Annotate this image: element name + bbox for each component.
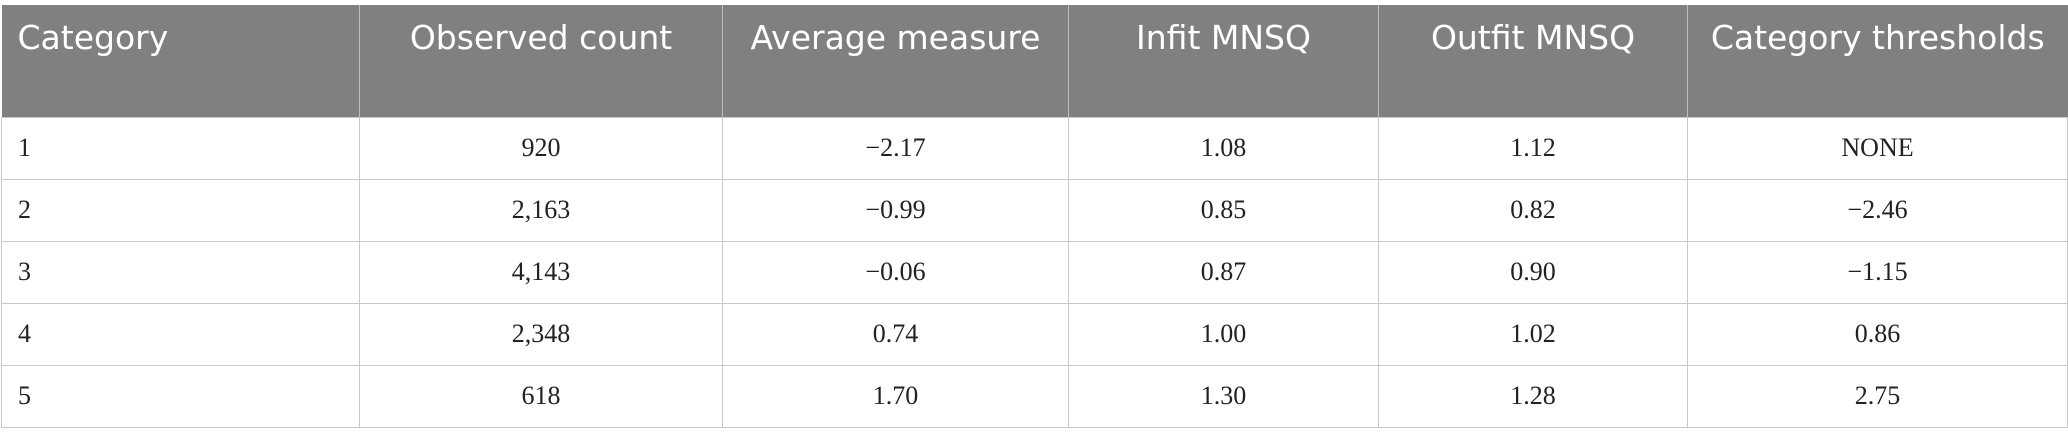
table-cell: 1.02 (1378, 302, 1688, 366)
header-cell: Average measure (722, 5, 1069, 117)
table-cell: −0.99 (722, 178, 1069, 242)
table-cell: 0.74 (722, 302, 1069, 366)
table-cell: 618 (359, 364, 723, 428)
table-row: 3 4,143 −0.06 0.87 0.90 −1.15 (1, 240, 2068, 304)
table-cell: 2,163 (359, 178, 723, 242)
table-cell: 1.70 (722, 364, 1069, 428)
table-cell: 0.85 (1068, 178, 1379, 242)
table-cell: 5 (1, 364, 360, 428)
table-cell: 1.12 (1378, 116, 1688, 180)
table-row: 5 618 1.70 1.30 1.28 2.75 (1, 364, 2068, 428)
header-cell: Outfit MNSQ (1378, 5, 1688, 117)
table-cell: 1.30 (1068, 364, 1379, 428)
table-cell: −0.06 (722, 240, 1069, 304)
table-row: 1 920 −2.17 1.08 1.12 NONE (1, 116, 2068, 180)
header-cell: Infit MNSQ (1068, 5, 1379, 117)
table-cell: 1.28 (1378, 364, 1688, 428)
table-cell: 2 (1, 178, 360, 242)
table-row: 2 2,163 −0.99 0.85 0.82 −2.46 (1, 178, 2068, 242)
header-row: Category Observed count Average measure Inf… (1, 5, 2068, 117)
table-cell: 0.82 (1378, 178, 1688, 242)
table-cell: −2.17 (722, 116, 1069, 180)
table-cell: 3 (1, 240, 360, 304)
table-cell: NONE (1687, 116, 2068, 180)
table-body: 1 920 −2.17 1.08 1.12 NONE 2 2,163 −0.99 0.85 0.82… (1, 116, 2068, 428)
table-cell: 0.86 (1687, 302, 2068, 366)
table-cell: −2.46 (1687, 178, 2068, 242)
table-cell: 1.08 (1068, 116, 1379, 180)
header-cell: Observed count (359, 5, 723, 117)
table-cell: 2.75 (1687, 364, 2068, 428)
table-cell: 920 (359, 116, 723, 180)
table-cell: 0.90 (1378, 240, 1688, 304)
table-cell: 0.87 (1068, 240, 1379, 304)
table-cell: 2,348 (359, 302, 723, 366)
table-row: 4 2,348 0.74 1.00 1.02 0.86 (1, 302, 2068, 366)
table-cell: −1.15 (1687, 240, 2068, 304)
header-cell: Category thresholds (1687, 5, 2068, 117)
table-cell: 1 (1, 116, 360, 180)
table-cell: 4 (1, 302, 360, 366)
table: Category Observed count Average measure Inf… (1, 5, 2068, 428)
table-cell: 1.00 (1068, 302, 1379, 366)
table-cell: 4,143 (359, 240, 723, 304)
header-cell: Category (1, 5, 360, 117)
